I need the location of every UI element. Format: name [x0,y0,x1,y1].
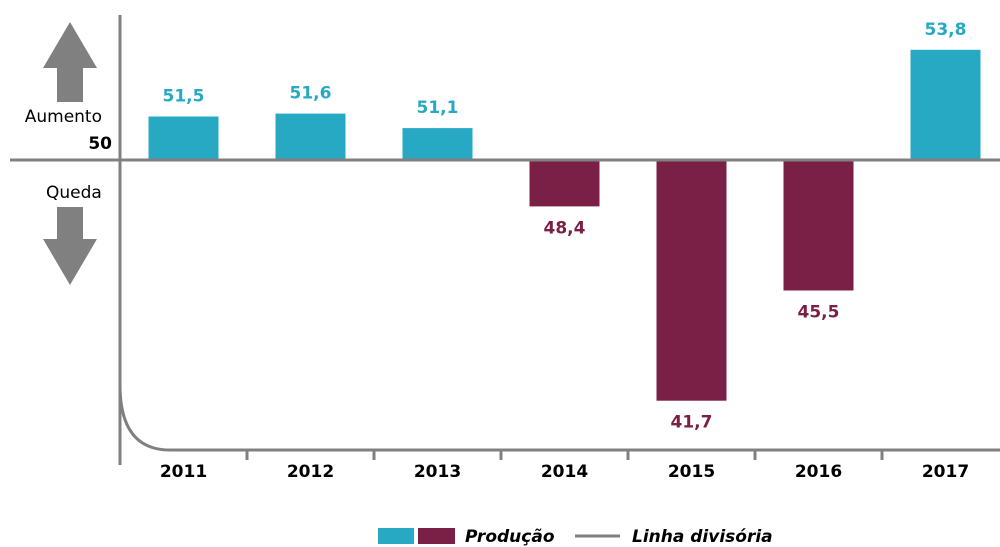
value-label: 48,4 [544,218,586,238]
down-arrow [43,207,97,285]
x-tick-label: 2014 [541,462,588,482]
bar [529,160,600,207]
legend-label: Produção [465,527,555,547]
legend-label: Linha divisória [632,527,773,547]
value-label: 41,7 [671,413,713,433]
x-tick-label: 2017 [922,462,969,482]
bar [910,49,981,160]
value-label: 45,5 [798,303,840,323]
x-tick-label: 2012 [287,462,334,482]
value-label: 51,5 [163,87,205,107]
legend-swatch [378,528,414,544]
bar [783,160,854,291]
x-tick-label: 2011 [160,462,207,482]
x-tick-label: 2016 [795,462,842,482]
bar [148,116,219,160]
bar [275,113,346,160]
legend-swatch [418,528,455,544]
x-tick-label: 2015 [668,462,715,482]
value-label: 51,1 [417,98,459,118]
value-label: 51,6 [290,84,332,104]
annotation: Aumento [25,107,102,127]
annotation: Queda [46,183,102,203]
value-label: 53,8 [925,20,967,40]
bar [402,128,473,160]
y-tick-label: 50 [88,134,112,154]
up-arrow [43,22,97,102]
x-tick-label: 2013 [414,462,461,482]
bar [656,160,727,401]
x-axis [118,384,1000,452]
